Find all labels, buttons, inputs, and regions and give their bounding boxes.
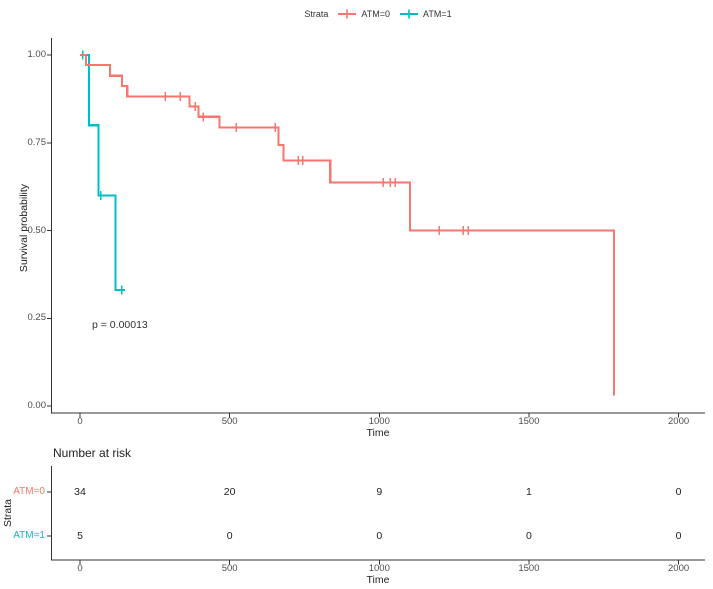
risk-row-label-atm-0: ATM=0 [13, 486, 45, 497]
x-tick-label: 1500 [518, 416, 540, 427]
km-line-red-icon [338, 9, 357, 19]
x-tick-label: 0 [77, 416, 83, 427]
legend-item-atm1: ATM=1 [399, 8, 452, 20]
risk-x-tick-label: 1000 [368, 563, 390, 574]
risk-count-cell: 0 [226, 529, 233, 542]
risk-count-cell: 0 [675, 485, 682, 498]
y-tick-label: 1.00 [27, 49, 47, 60]
risk-x-tick-label: 1500 [518, 563, 540, 574]
risk-x-tick-label: 2000 [668, 563, 690, 574]
legend: Strata ATM=0 ATM=1 [51, 6, 705, 22]
risk-count-cell: 34 [74, 485, 86, 498]
x-tick-label: 1000 [368, 416, 390, 427]
legend-item-atm0: ATM=0 [337, 8, 390, 20]
x-axis-title: Time [366, 427, 390, 439]
risk-table-title: Number at risk [53, 446, 132, 460]
risk-count-cell: 1 [526, 485, 532, 498]
y-tick-label: 0.50 [27, 224, 47, 236]
risk-count-cell: 0 [526, 529, 532, 542]
risk-count-cell: 0 [675, 529, 682, 542]
legend-title: Strata [304, 9, 329, 19]
risk-count-cell: 5 [77, 529, 83, 542]
risk-x-tick-label: 500 [221, 563, 238, 574]
pvalue-annotation: p = 0.00013 [92, 319, 148, 331]
risk-count-cell: 0 [376, 529, 383, 542]
km-line-teal-icon [400, 9, 418, 19]
risk-count-cell: 20 [223, 485, 236, 498]
x-tick-label: 2000 [668, 416, 690, 427]
y-tick-label: 0.25 [27, 312, 47, 324]
risk-x-tick-label: 0 [77, 563, 83, 574]
risk-row-label-atm-1: ATM=1 [13, 530, 45, 541]
y-tick-label: 0.00 [27, 400, 47, 411]
risk-table-x-axis-title: Time [366, 574, 390, 586]
legend-label-atm0: ATM=0 [361, 9, 390, 19]
x-tick-label: 500 [221, 416, 238, 427]
km-curve-atm-1 [80, 53, 125, 292]
legend-label-atm1: ATM=1 [423, 9, 452, 19]
risk-count-cell: 9 [376, 485, 383, 498]
y-tick-label: 0.75 [27, 136, 47, 148]
km-curve-atm-0 [80, 53, 616, 396]
